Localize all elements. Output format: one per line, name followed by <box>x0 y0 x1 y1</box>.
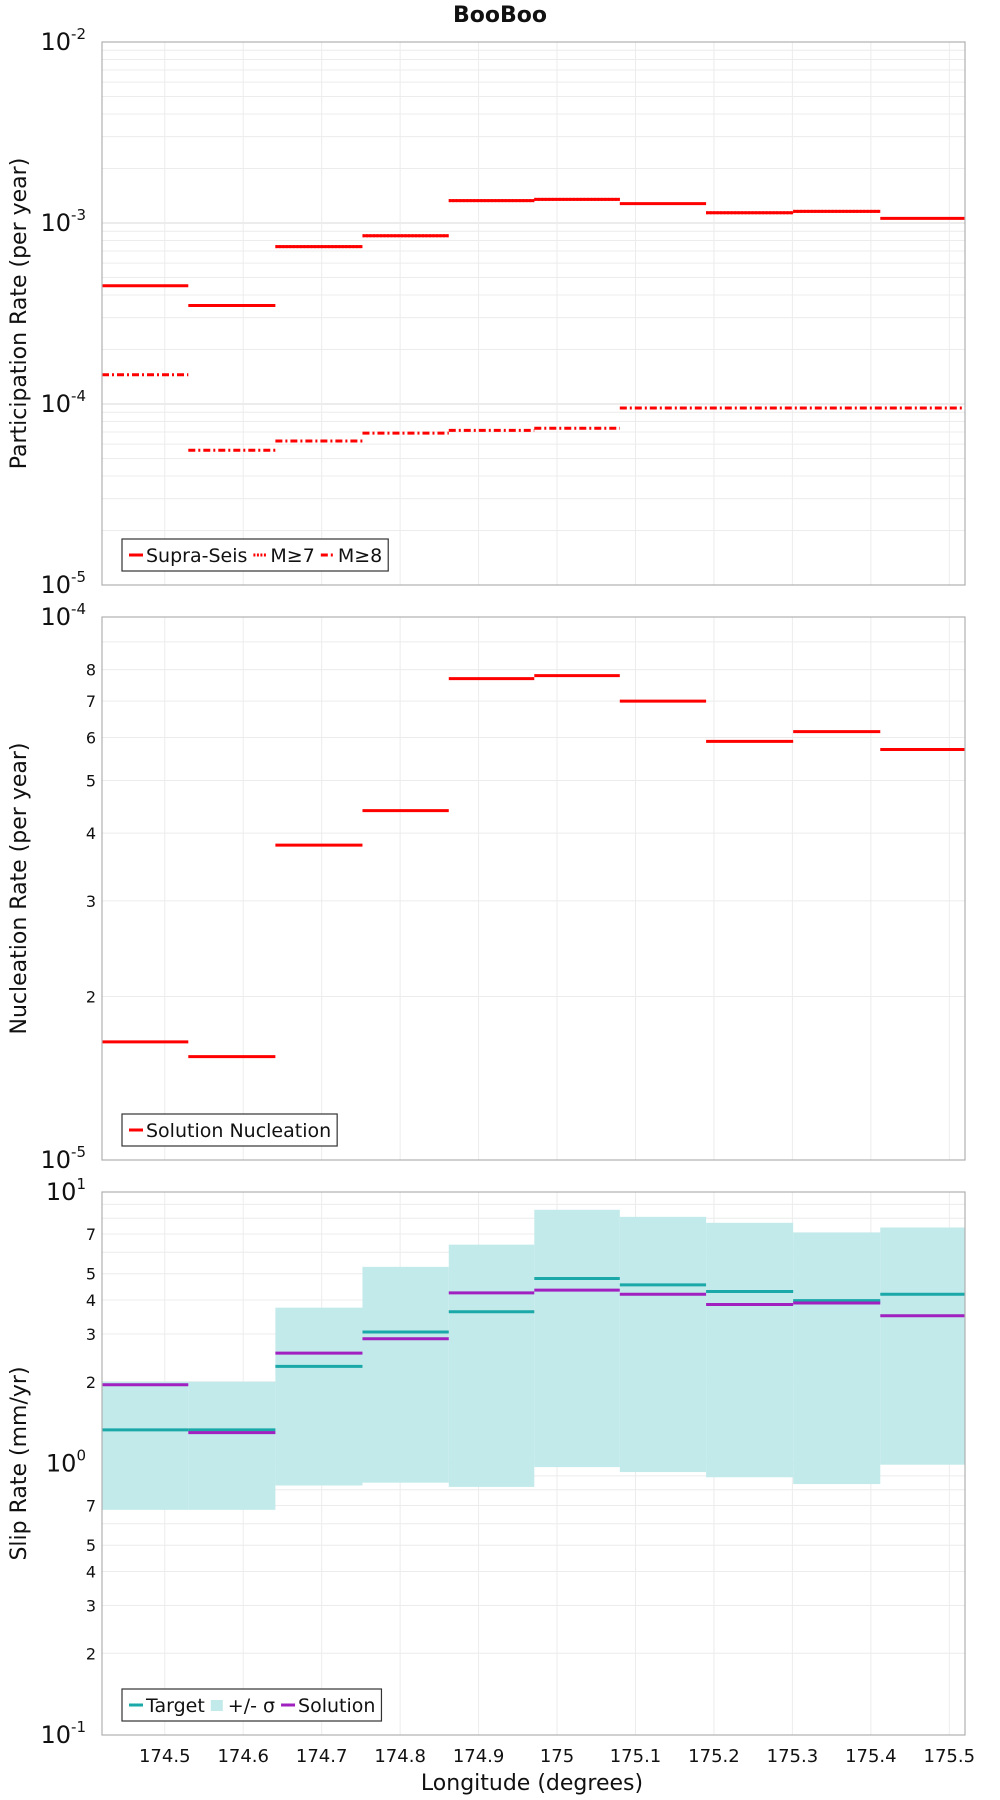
legend: Target +/- σ Solution <box>121 1688 383 1722</box>
x-tick-label: 174.7 <box>296 1746 348 1767</box>
y-minor-tick-label: 3 <box>86 1325 96 1344</box>
x-tick-labels: 174.5 174.6 174.7 174.8 174.9 175 175.1 175.2 17… <box>139 1746 975 1767</box>
x-tick-label: 174.8 <box>374 1746 426 1767</box>
x-tick-label: 174.5 <box>139 1746 191 1767</box>
x-tick-label: 175.1 <box>610 1746 662 1767</box>
y-axis-label: Nucleation Rate (per year) <box>7 743 32 1035</box>
y-tick-label: 101 <box>46 1175 86 1206</box>
series-target <box>102 1277 965 1432</box>
legend-label: +/- σ <box>228 1695 275 1717</box>
y-minor-tick-label: 4 <box>86 1291 96 1310</box>
y-tick-label: 10-1 <box>40 1718 86 1749</box>
x-tick-label: 175.4 <box>845 1746 897 1767</box>
y-tick-label: 10-4 <box>40 600 86 631</box>
legend-swatch <box>210 1700 223 1711</box>
plot-area <box>102 617 965 1160</box>
y-minor-tick-label: 8 <box>86 661 96 680</box>
legend-label: Solution Nucleation <box>146 1120 331 1142</box>
y-axis-label: Slip Rate (mm/yr) <box>7 1366 32 1560</box>
legend-label: M≥8 <box>338 545 382 567</box>
sigma-band-rect <box>793 1232 881 1485</box>
series-solution-nucleation <box>102 674 965 1059</box>
y-tick-label: 10-4 <box>40 387 86 418</box>
y-minor-tick-label: 6 <box>86 728 96 747</box>
nucleation-panel: 10-4 10-5 8 7 6 5 4 3 2 Nucleation Rate (per year… <box>7 600 966 1174</box>
legend-box <box>121 1688 383 1722</box>
plot-frame <box>101 1191 966 1736</box>
legend: Solution Nucleation <box>121 1113 338 1147</box>
y-minor-tick-label: 4 <box>86 1563 96 1582</box>
y-axis-label: Participation Rate (per year) <box>7 158 32 470</box>
series-m-8 <box>102 373 965 452</box>
y-tick-label: 10-3 <box>40 206 86 237</box>
sigma-band-rect <box>706 1222 794 1478</box>
y-minor-tick-label: 7 <box>86 692 96 711</box>
y-minor-tick-label: 3 <box>86 1596 96 1615</box>
sigma-band-rect <box>880 1227 965 1465</box>
legend-label: Solution <box>298 1695 375 1717</box>
y-tick-label: 10-2 <box>40 25 86 56</box>
plot-frame <box>101 616 966 1161</box>
x-tick-label: 175.5 <box>924 1746 976 1767</box>
y-minor-tick-label: 5 <box>86 1265 96 1284</box>
gridlines <box>102 42 965 586</box>
series-solution <box>102 1288 965 1435</box>
series-m-7 <box>275 197 881 249</box>
y-minor-tick-label: 5 <box>86 1536 96 1555</box>
plot-frame <box>101 41 966 586</box>
x-axis-label: Longitude (degrees) <box>421 1771 643 1796</box>
legend-label: Supra-Seis <box>146 545 247 567</box>
sigma-band-rect <box>362 1266 449 1483</box>
sigma-band-rect <box>448 1244 535 1487</box>
y-tick-label: 10-5 <box>40 568 86 599</box>
plot-area <box>102 42 965 585</box>
legend: Supra-Seis M≥7 M≥8 <box>121 538 389 572</box>
legend-box <box>121 1113 338 1147</box>
y-tick-label: 10-5 <box>40 1143 86 1174</box>
x-tick-label: 175.3 <box>767 1746 819 1767</box>
y-tick-labels: 101 100 10-1 7 5 4 3 2 7 5 4 3 2 <box>40 1175 96 1749</box>
sigma-band-rect <box>188 1381 276 1510</box>
participation-panel: 10-2 10-3 10-4 10-5 Participation Rate (per … <box>7 25 966 599</box>
y-minor-tick-label: 5 <box>86 771 96 790</box>
x-tick-label: 174.9 <box>453 1746 505 1767</box>
sigma-band-rect <box>534 1209 620 1468</box>
y-tick-labels: 10-4 10-5 8 7 6 5 4 3 2 <box>40 600 96 1174</box>
y-minor-tick-label: 7 <box>86 1225 96 1244</box>
y-minor-tick-label: 7 <box>86 1497 96 1516</box>
sigma-band-rect <box>275 1307 363 1486</box>
sigma-band <box>102 1209 965 1510</box>
slip-rate-panel: 101 100 10-1 7 5 4 3 2 7 5 4 3 2 Slip Rate (mm/yr) Tar… <box>7 1175 975 1767</box>
y-minor-tick-label: 3 <box>86 892 96 911</box>
x-tick-label: 175.2 <box>688 1746 740 1767</box>
y-minor-tick-label: 2 <box>86 1373 96 1392</box>
sigma-band-rect <box>619 1216 707 1473</box>
legend-label: Target <box>145 1695 205 1717</box>
legend-label: M≥7 <box>270 545 314 567</box>
figure-title: BooBoo <box>453 3 547 28</box>
y-minor-tick-label: 4 <box>86 824 96 843</box>
x-tick-label: 174.6 <box>217 1746 269 1767</box>
y-tick-label: 100 <box>46 1447 86 1478</box>
y-minor-tick-label: 2 <box>86 1644 96 1663</box>
y-minor-tick-label: 2 <box>86 988 96 1007</box>
sigma-band-rect <box>102 1381 189 1510</box>
x-tick-label: 175 <box>540 1746 574 1767</box>
y-tick-labels: 10-2 10-3 10-4 10-5 <box>40 25 86 599</box>
